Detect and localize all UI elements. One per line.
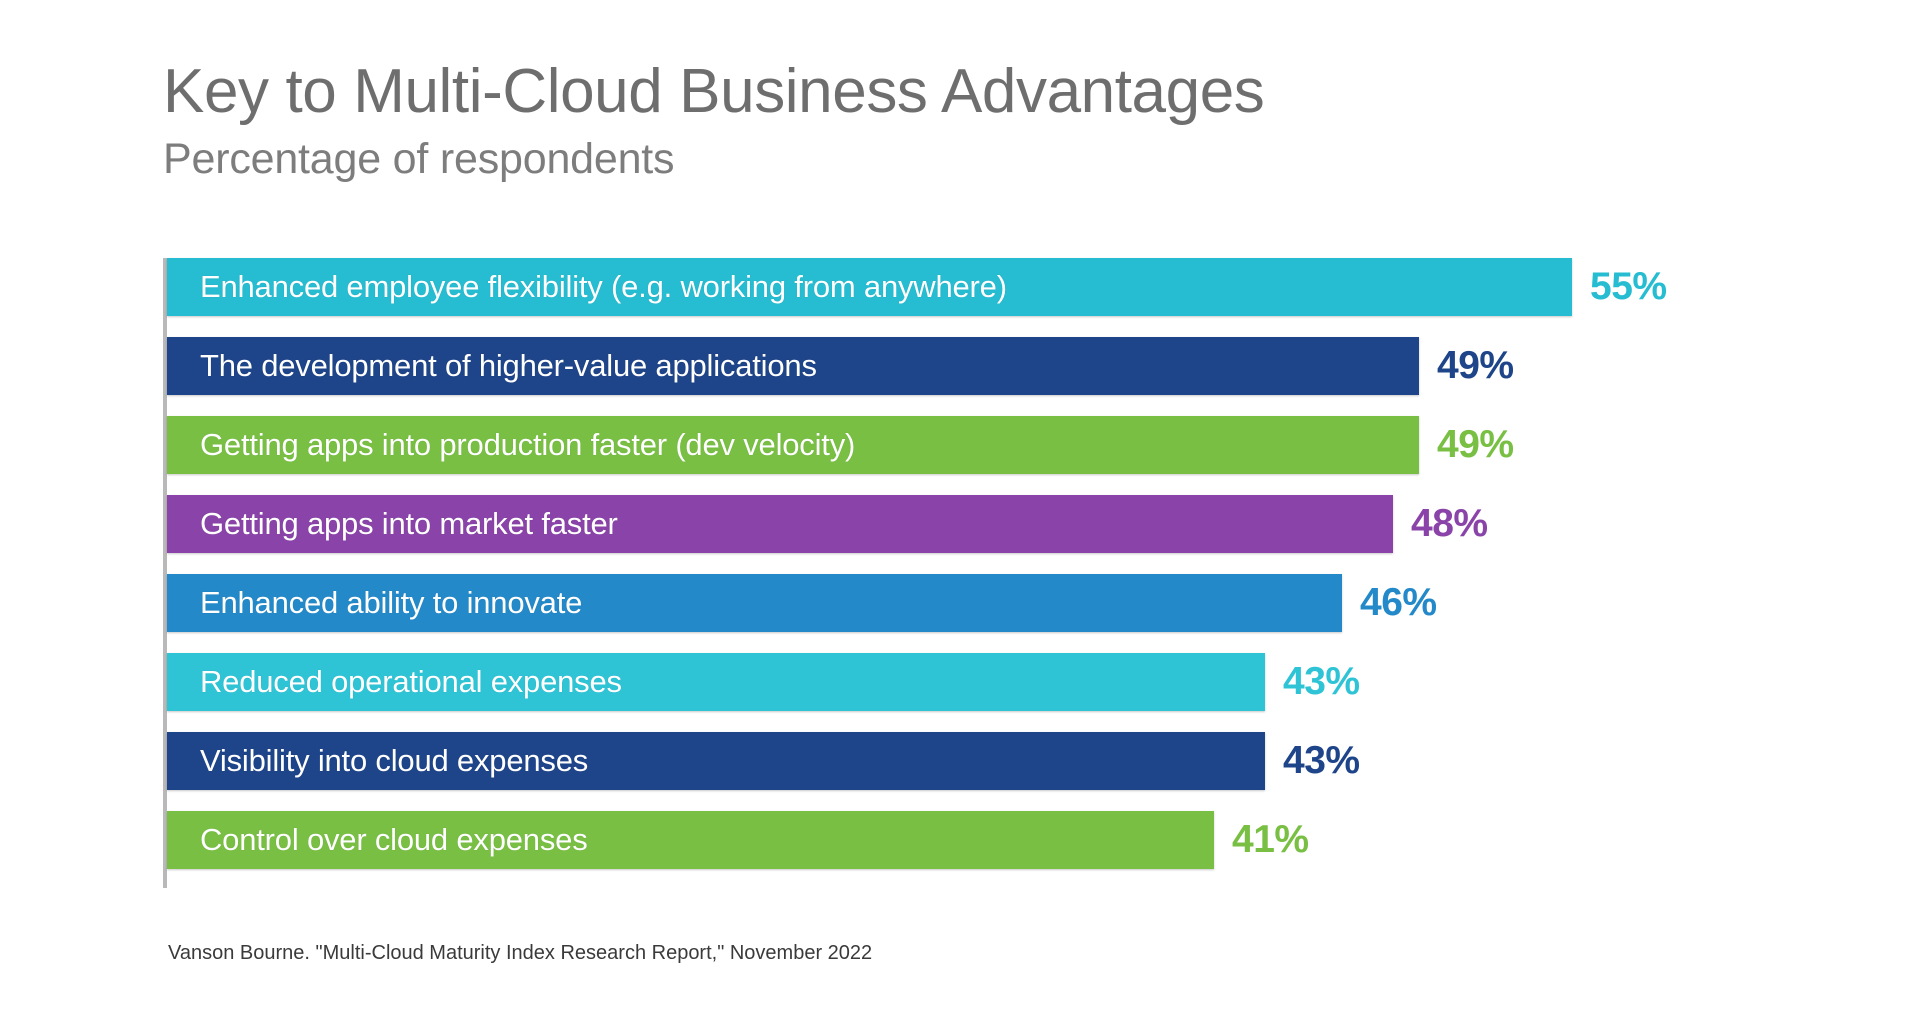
- bar-segment[interactable]: Getting apps into market faster: [167, 495, 1393, 553]
- bar-segment[interactable]: The development of higher-value applicat…: [167, 337, 1419, 395]
- bar-segment[interactable]: Control over cloud expenses: [167, 811, 1214, 869]
- category-axis-line: [163, 258, 167, 888]
- bar-segment[interactable]: Reduced operational expenses: [167, 653, 1265, 711]
- bar-category-label: The development of higher-value applicat…: [200, 348, 817, 383]
- bar-segment[interactable]: Enhanced ability to innovate: [167, 574, 1342, 632]
- bar-category-label: Enhanced ability to innovate: [200, 585, 583, 620]
- bar-category-label: Control over cloud expenses: [200, 822, 588, 857]
- bar-category-label: Visibility into cloud expenses: [200, 743, 589, 778]
- page-title: Key to Multi-Cloud Business Advantages: [163, 57, 1265, 126]
- bar-row: Getting apps into production faster (dev…: [167, 416, 1783, 474]
- bar-row: Visibility into cloud expenses 43%: [167, 732, 1783, 790]
- bar-value-label: 49%: [1437, 423, 1514, 466]
- bar-row: Reduced operational expenses 43%: [167, 653, 1783, 711]
- page-subtitle: Percentage of respondents: [163, 135, 675, 183]
- bar-row: The development of higher-value applicat…: [167, 337, 1783, 395]
- chart-plot-area: Enhanced employee flexibility (e.g. work…: [163, 258, 1783, 888]
- bar-value-label: 55%: [1590, 265, 1667, 308]
- header-block: Key to Multi-Cloud Business Advantages P…: [163, 55, 1763, 185]
- bar-value-label: 48%: [1411, 502, 1488, 545]
- bar-value-label: 49%: [1437, 344, 1514, 387]
- bar-segment[interactable]: Visibility into cloud expenses: [167, 732, 1265, 790]
- bar-row: Control over cloud expenses 41%: [167, 811, 1783, 869]
- bar-category-label: Getting apps into market faster: [200, 506, 618, 541]
- bar-value-label: 46%: [1360, 581, 1437, 624]
- bar-row: Enhanced employee flexibility (e.g. work…: [167, 258, 1783, 316]
- bar-value-label: 43%: [1283, 660, 1360, 703]
- bar-category-label: Enhanced employee flexibility (e.g. work…: [200, 269, 1007, 304]
- bar-segment[interactable]: Getting apps into production faster (dev…: [167, 416, 1419, 474]
- bar-series-container: Enhanced employee flexibility (e.g. work…: [167, 258, 1783, 888]
- source-citation: Vanson Bourne. "Multi-Cloud Maturity Ind…: [168, 942, 873, 964]
- bar-category-label: Reduced operational expenses: [200, 664, 622, 699]
- bar-category-label: Getting apps into production faster (dev…: [200, 427, 856, 462]
- bar-value-label: 41%: [1232, 818, 1309, 861]
- bar-value-label: 43%: [1283, 739, 1360, 782]
- bar-row: Getting apps into market faster 48%: [167, 495, 1783, 553]
- bar-segment[interactable]: Enhanced employee flexibility (e.g. work…: [167, 258, 1572, 316]
- bar-row: Enhanced ability to innovate 46%: [167, 574, 1783, 632]
